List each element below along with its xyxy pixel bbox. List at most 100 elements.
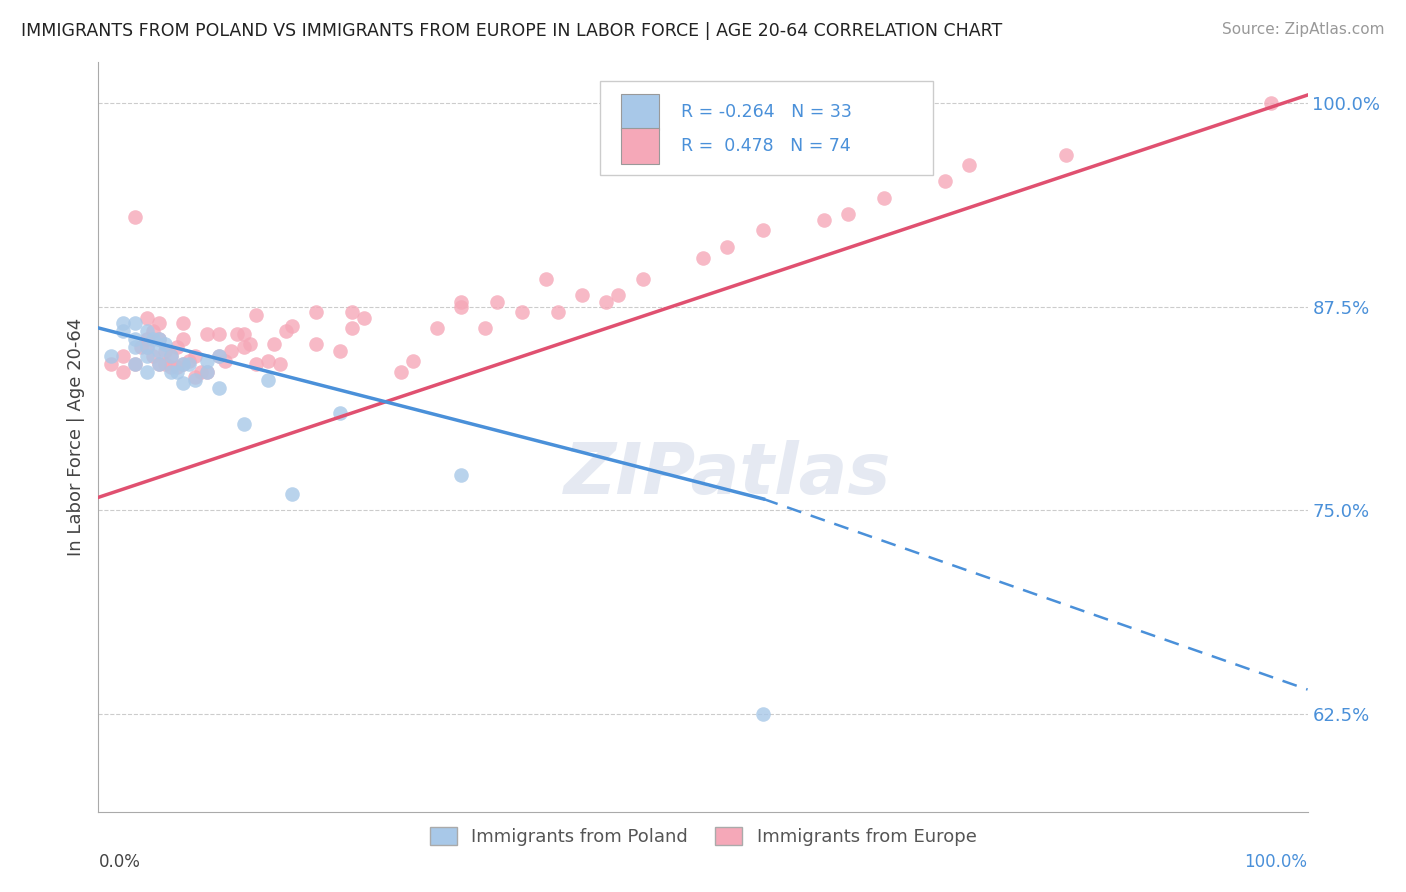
Text: 100.0%: 100.0%: [1244, 853, 1308, 871]
Point: [281, 487, 304, 501]
Point: [329, 406, 352, 420]
Point: [256, 353, 278, 368]
Point: [195, 365, 218, 379]
Point: [692, 251, 714, 265]
Point: [160, 359, 183, 374]
Text: ZIPatlas: ZIPatlas: [564, 440, 891, 509]
Point: [353, 311, 375, 326]
Point: [166, 341, 188, 355]
FancyBboxPatch shape: [600, 81, 932, 175]
Point: [148, 316, 170, 330]
Point: [263, 337, 285, 351]
Point: [148, 357, 170, 371]
Point: [111, 365, 134, 379]
Point: [239, 337, 262, 351]
Point: [172, 316, 194, 330]
Point: [245, 357, 267, 371]
FancyBboxPatch shape: [621, 128, 659, 163]
Point: [873, 191, 896, 205]
Point: [232, 341, 254, 355]
Point: [329, 343, 352, 358]
Point: [245, 308, 267, 322]
Point: [510, 304, 533, 318]
Point: [160, 365, 183, 379]
FancyBboxPatch shape: [621, 94, 659, 130]
Point: [208, 381, 231, 395]
Point: [100, 357, 122, 371]
Point: [111, 324, 134, 338]
Point: [111, 349, 134, 363]
Point: [305, 337, 328, 351]
Point: [166, 365, 188, 379]
Point: [1260, 96, 1282, 111]
Point: [450, 467, 472, 482]
Text: IMMIGRANTS FROM POLAND VS IMMIGRANTS FROM EUROPE IN LABOR FORCE | AGE 20-64 CORR: IMMIGRANTS FROM POLAND VS IMMIGRANTS FRO…: [21, 22, 1002, 40]
Point: [135, 349, 157, 363]
Point: [957, 158, 980, 172]
Point: [124, 316, 146, 330]
Point: [305, 304, 328, 318]
Point: [124, 341, 146, 355]
Point: [172, 332, 194, 346]
Point: [214, 353, 236, 368]
Point: [752, 706, 775, 721]
Point: [124, 332, 146, 346]
Point: [269, 357, 291, 371]
Point: [195, 365, 218, 379]
Point: [124, 357, 146, 371]
Point: [160, 349, 183, 363]
Point: [389, 365, 412, 379]
Point: [148, 357, 170, 371]
Text: R = -0.264   N = 33: R = -0.264 N = 33: [682, 103, 852, 121]
Point: [837, 207, 859, 221]
Point: [1054, 148, 1077, 162]
Point: [172, 357, 194, 371]
Point: [148, 332, 170, 346]
Point: [184, 369, 207, 384]
Point: [179, 353, 201, 368]
Point: [135, 341, 157, 355]
Text: 0.0%: 0.0%: [98, 853, 141, 871]
Point: [142, 332, 165, 346]
Point: [166, 359, 188, 374]
Text: R =  0.478   N = 74: R = 0.478 N = 74: [682, 136, 851, 154]
Point: [342, 321, 364, 335]
Point: [595, 294, 617, 309]
Point: [934, 174, 956, 188]
Point: [281, 319, 304, 334]
Text: Source: ZipAtlas.com: Source: ZipAtlas.com: [1222, 22, 1385, 37]
Point: [179, 357, 201, 371]
Point: [232, 327, 254, 342]
Point: [342, 304, 364, 318]
Point: [184, 373, 207, 387]
Point: [450, 294, 472, 309]
Point: [195, 353, 218, 368]
Point: [208, 349, 231, 363]
Point: [450, 300, 472, 314]
Point: [129, 341, 152, 355]
Point: [153, 337, 176, 351]
Point: [148, 343, 170, 358]
Legend: Immigrants from Poland, Immigrants from Europe: Immigrants from Poland, Immigrants from …: [420, 818, 986, 855]
Point: [153, 343, 176, 358]
Point: [426, 321, 449, 335]
Point: [124, 210, 146, 224]
Point: [752, 223, 775, 237]
Point: [716, 239, 738, 253]
Point: [172, 376, 194, 391]
Point: [607, 288, 630, 302]
Point: [184, 349, 207, 363]
Point: [135, 311, 157, 326]
Point: [474, 321, 496, 335]
Point: [135, 341, 157, 355]
Point: [221, 343, 243, 358]
Point: [124, 357, 146, 371]
Point: [534, 272, 557, 286]
Point: [111, 316, 134, 330]
Point: [631, 272, 654, 286]
Point: [142, 324, 165, 338]
Point: [256, 373, 278, 387]
Point: [135, 324, 157, 338]
Point: [813, 213, 835, 227]
Point: [100, 349, 122, 363]
